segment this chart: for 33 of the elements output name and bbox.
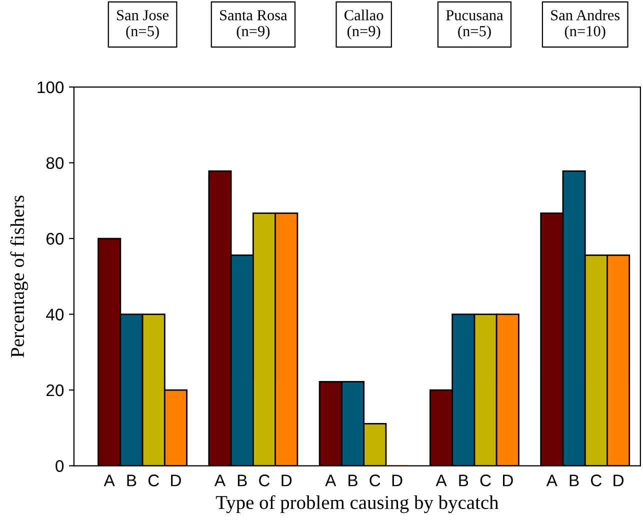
x-tick-label: C: [259, 474, 270, 486]
text: San Jose (n=5): [117, 10, 169, 40]
x-tick-label: A: [546, 474, 558, 486]
x-tick-label: D: [282, 474, 292, 486]
x-axis-title: Type of problem causing by bycatch: [216, 495, 499, 514]
x-tick-label: B: [570, 474, 579, 486]
x-tick-label: C: [148, 474, 159, 486]
y-axis-title: Percentage of fishers: [10, 196, 28, 358]
text: Callao (n=9): [344, 10, 384, 40]
y-tick-label: 60: [46, 232, 64, 245]
x-tick-label: A: [436, 474, 447, 486]
x-tick-label: C: [370, 474, 380, 486]
x-tick-label: B: [127, 474, 136, 486]
x-tick-label: A: [104, 474, 115, 486]
y-tick-label: 40: [46, 308, 64, 320]
text: Santa Rosa (n=9): [220, 10, 288, 40]
x-tick-label: D: [171, 474, 181, 486]
x-tick-label: B: [459, 474, 468, 486]
x-tick-label: D: [503, 474, 513, 486]
y-tick-label: 100: [38, 81, 64, 94]
text: Pucusana (n=5): [446, 10, 504, 40]
x-tick-label: A: [325, 474, 336, 486]
x-tick-label: C: [591, 474, 602, 486]
x-tick-label: D: [614, 474, 624, 486]
x-tick-label: B: [348, 474, 358, 486]
y-tick-label: 80: [46, 157, 64, 169]
x-tick-label: A: [214, 474, 226, 486]
x-tick-label: D: [392, 474, 402, 486]
y-tick-label: 20: [46, 384, 64, 396]
x-tick-label: C: [480, 474, 491, 486]
y-tick-label: 0: [56, 460, 64, 472]
text: San Andres (n=10): [551, 10, 620, 40]
x-tick-label: B: [238, 474, 247, 486]
